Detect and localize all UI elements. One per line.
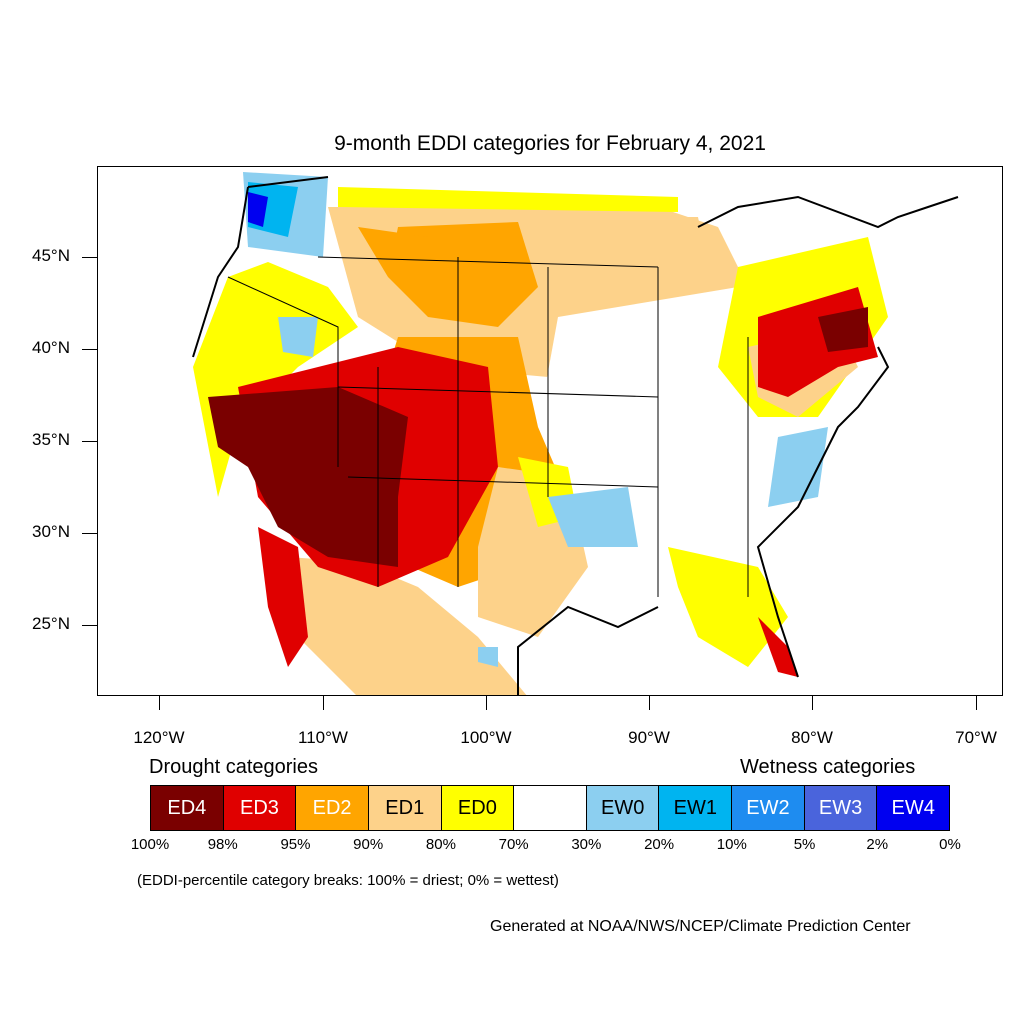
- credit-line: Generated at NOAA/NWS/NCEP/Climate Predi…: [490, 918, 911, 935]
- eddi-map-svg: [192, 172, 959, 695]
- lat-tick: [82, 349, 97, 350]
- percent-break-label: 98%: [207, 836, 238, 853]
- lon-label: 110°W: [298, 728, 348, 747]
- region-northeast-ed4: [818, 307, 868, 352]
- region-carolina-ew0: [768, 427, 828, 507]
- lon-tick: [323, 696, 324, 710]
- lat-tick: [82, 441, 97, 442]
- lat-label: 35°N: [32, 430, 70, 449]
- lon-label: 90°W: [628, 728, 670, 747]
- wetness-heading: Wetness categories: [740, 756, 916, 778]
- map-title: 9-month EDDI categories for February 4, …: [334, 132, 766, 155]
- percent-break-label: 10%: [716, 836, 747, 853]
- lat-label: 45°N: [32, 246, 70, 265]
- region-texas-ew0: [478, 647, 498, 667]
- percent-break-label: 90%: [353, 836, 384, 853]
- percent-break-label: 30%: [571, 836, 602, 853]
- lon-tick: [486, 696, 487, 710]
- state-boundaries: [227, 256, 749, 597]
- legend-cell-ew3: EW3: [804, 786, 878, 830]
- legend-cell-neutral: [514, 786, 587, 830]
- legend-cell-ew0: EW0: [586, 786, 660, 830]
- region-north-ed0: [338, 187, 678, 212]
- legend-colorbar: ED4 ED3 ED2 ED1 ED0 EW0 EW1 EW2 EW3 EW4: [150, 785, 950, 831]
- lat-label: 30°N: [32, 522, 70, 541]
- lat-tick: [82, 625, 97, 626]
- map-frame: [97, 166, 1003, 696]
- lon-tick: [159, 696, 160, 710]
- region-florida-ed3: [758, 617, 798, 677]
- lat-tick: [82, 533, 97, 534]
- percent-break-label: 100%: [130, 836, 170, 853]
- lon-tick: [976, 696, 977, 710]
- region-arkansas-ew0: [548, 487, 638, 547]
- legend-cell-ew2: EW2: [732, 786, 805, 830]
- region-southwest-ed4: [208, 387, 408, 567]
- region-northwest-ed2: [358, 227, 438, 277]
- percent-break-label: 70%: [498, 836, 529, 853]
- region-southeast-ed0: [668, 547, 788, 667]
- lon-tick: [812, 696, 813, 710]
- legend-cell-ed3: ED3: [223, 786, 297, 830]
- percent-break-label: 20%: [644, 836, 675, 853]
- legend-cell-ed0: ED0: [441, 786, 515, 830]
- lat-label: 40°N: [32, 338, 70, 357]
- legend-cell-ed4: ED4: [151, 786, 224, 830]
- lon-label: 80°W: [791, 728, 833, 747]
- lat-tick: [82, 257, 97, 258]
- lat-label: 25°N: [32, 614, 70, 633]
- coastline: [192, 176, 959, 695]
- region-mexico-ed1: [288, 557, 527, 695]
- percent-break-label: 0%: [939, 836, 961, 853]
- lon-label: 100°W: [460, 728, 512, 747]
- region-baja-ed3: [258, 527, 308, 667]
- percent-break-label: 5%: [793, 836, 816, 853]
- legend-note: (EDDI-percentile category breaks: 100% =…: [137, 872, 559, 889]
- percent-break-label: 2%: [866, 836, 889, 853]
- lon-label: 120°W: [133, 728, 185, 747]
- region-idaho-ew0: [278, 317, 318, 357]
- legend-cell-ew4: EW4: [877, 786, 950, 830]
- lon-label: 70°W: [955, 728, 997, 747]
- region-greatlakes-ed1: [578, 217, 708, 277]
- percent-break-label: 95%: [280, 836, 311, 853]
- drought-heading: Drought categories: [149, 756, 318, 778]
- legend-cell-ed2: ED2: [296, 786, 369, 830]
- legend-cell-ew1: EW1: [659, 786, 733, 830]
- percent-break-label: 80%: [425, 836, 456, 853]
- legend-cell-ed1: ED1: [368, 786, 442, 830]
- region-pacific-nw-ew4: [248, 192, 268, 227]
- lon-tick: [649, 696, 650, 710]
